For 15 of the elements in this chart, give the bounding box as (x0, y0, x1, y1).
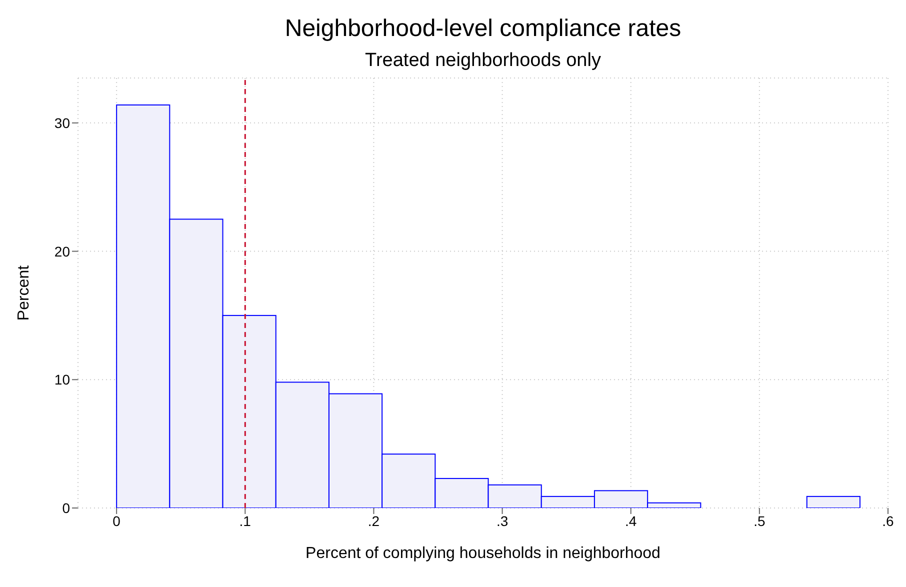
x-tick-label: 0 (112, 512, 121, 529)
y-tick-label: 20 (54, 243, 70, 260)
y-tick-label: 30 (54, 114, 70, 131)
chart-title: Neighborhood-level compliance rates (284, 15, 682, 42)
x-tick-label: .3 (496, 512, 508, 529)
y-tick-label: 0 (62, 500, 70, 516)
x-tick-label: .6 (882, 512, 894, 529)
x-axis-title: Percent of complying households in neighborhood (306, 545, 660, 562)
x-tick-label: .5 (754, 512, 766, 529)
y-tick-label: 10 (54, 372, 70, 388)
x-tick-label: .4 (625, 512, 637, 529)
x-tick-label: .1 (239, 512, 252, 529)
chart-subtitle: Treated neighborhoods only (365, 50, 602, 71)
x-tick-label: .2 (368, 512, 380, 529)
y-axis-title: Percent (16, 264, 33, 321)
